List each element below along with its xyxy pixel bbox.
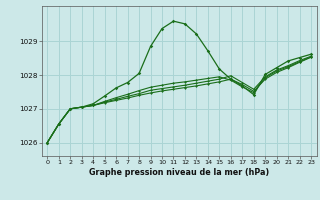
X-axis label: Graphe pression niveau de la mer (hPa): Graphe pression niveau de la mer (hPa) [89,168,269,177]
